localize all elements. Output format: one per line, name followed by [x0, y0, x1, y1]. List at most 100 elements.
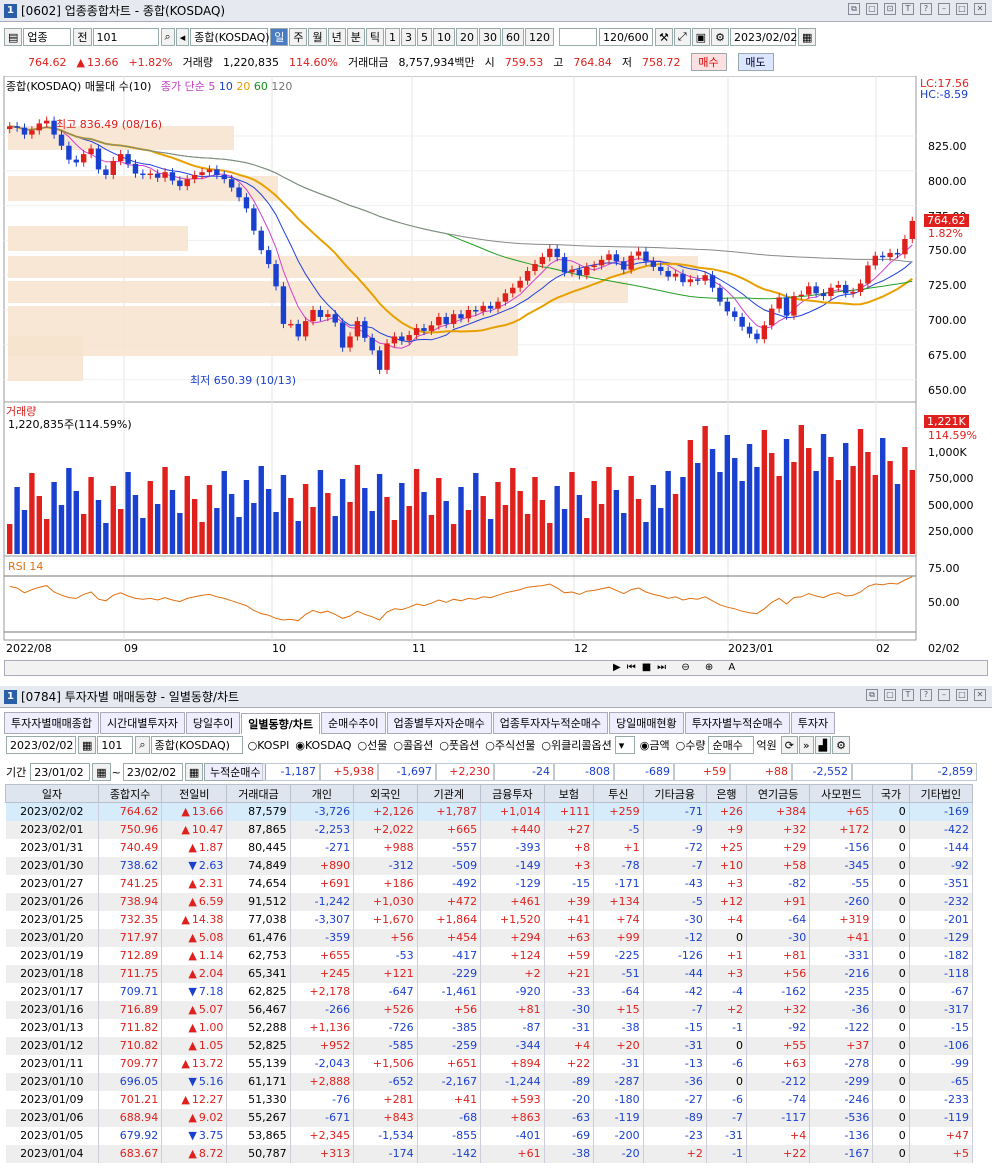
next-icon[interactable]: »	[798, 736, 814, 754]
period-month[interactable]: 월	[308, 28, 327, 46]
calendar-icon[interactable]: ▦	[78, 736, 97, 754]
tab-sector[interactable]: 업종별투자자순매수	[386, 712, 492, 734]
search-icon[interactable]: ⌕	[135, 736, 150, 754]
radio-kosdaq[interactable]: ◉KOSDAQ	[295, 738, 352, 752]
column-header[interactable]: 거래대금	[226, 784, 291, 803]
column-header[interactable]: 은행	[705, 784, 748, 803]
table-row[interactable]: 2023/01/30738.622.6374,849+890-312-509-1…	[5, 856, 974, 875]
close-icon[interactable]: ✕	[974, 689, 986, 701]
period-minute[interactable]: 분	[346, 28, 365, 46]
period-to[interactable]: 23/02/02	[122, 763, 183, 781]
period-year[interactable]: 년	[327, 28, 346, 46]
table-row[interactable]: 2023/01/27741.252.3174,654+691+186-492-1…	[5, 874, 974, 893]
price-chart[interactable]	[0, 75, 992, 656]
table-row[interactable]: 2023/01/18711.752.0465,341+245+121-229+2…	[5, 964, 974, 983]
table-row[interactable]: 2023/01/31740.491.8780,445-271+988-557-3…	[5, 838, 974, 857]
table-row[interactable]: 2023/01/13711.821.0052,288+1,136-726-385…	[5, 1018, 974, 1037]
table-row[interactable]: 2023/01/05679.923.7553,865+2,345-1,534-8…	[5, 1126, 974, 1145]
table-row[interactable]: 2023/01/20717.975.0861,476-359+56+454+29…	[5, 928, 974, 947]
tab-today-status[interactable]: 당일매매현황	[608, 712, 684, 734]
all-button[interactable]: 전	[73, 28, 92, 46]
period-tick[interactable]: 틱	[365, 28, 384, 46]
column-header[interactable]: 전일비	[161, 784, 228, 803]
column-header[interactable]: 기타법인	[908, 784, 974, 803]
gear-icon[interactable]: ⚙	[832, 736, 850, 754]
sound-icon[interactable]: ◂	[175, 28, 190, 46]
date-input[interactable]: 2023/02/02	[729, 28, 797, 46]
column-header[interactable]: 국가	[872, 784, 910, 803]
tab-investor[interactable]: 투자자	[790, 712, 836, 734]
column-header[interactable]: 개인	[289, 784, 355, 803]
interval-30[interactable]: 30	[478, 28, 501, 46]
radio-stock-futures[interactable]: ○주식선물	[485, 739, 536, 752]
table-row[interactable]: 2023/01/19712.891.1462,753+655-53-417+12…	[5, 946, 974, 965]
table-row[interactable]: 2023/02/01750.9610.4787,865-2,253+2,022+…	[5, 820, 974, 839]
column-header[interactable]: 기관계	[416, 784, 482, 803]
lock-icon[interactable]: ⊡	[884, 3, 896, 15]
column-header[interactable]: 일자	[4, 784, 100, 803]
table-row[interactable]: 2023/01/26738.946.5991,512-1,242+1,030+4…	[5, 892, 974, 911]
column-header[interactable]: 외국인	[353, 784, 418, 803]
column-header[interactable]: 종합지수	[98, 784, 163, 803]
minimize-icon[interactable]: –	[938, 689, 950, 701]
calendar-icon[interactable]: ▦	[797, 28, 817, 46]
help-icon[interactable]: ?	[920, 3, 932, 15]
interval-5[interactable]: 5	[416, 28, 432, 46]
column-header[interactable]: 투신	[593, 784, 644, 803]
settings-icon[interactable]: ▢	[866, 3, 878, 15]
chart-icon[interactable]: ▟	[814, 736, 832, 754]
chart-area[interactable]: 종합(KOSDAQ) 매물대 수(10) 종가 단순 5 10 20 60 12…	[0, 75, 992, 656]
interval-10[interactable]: 10	[432, 28, 455, 46]
chart-nav-icons[interactable]: ▶⏮■⏭ ⊖ ⊕ A	[613, 662, 742, 673]
table-row[interactable]: 2023/01/11709.7713.7255,139-2,043+1,506+…	[5, 1054, 974, 1073]
tab-intraday[interactable]: 당일추이	[185, 712, 241, 734]
radio-qty[interactable]: ○수량	[675, 739, 706, 752]
column-header[interactable]: 기타금융	[642, 784, 707, 803]
table-row[interactable]: 2023/01/06688.949.0255,267-671+843-68+86…	[5, 1108, 974, 1127]
radio-call[interactable]: ○콜옵션	[393, 739, 434, 752]
radio-futures[interactable]: ○선물	[357, 739, 388, 752]
maximize-icon[interactable]: □	[956, 3, 968, 15]
period-from[interactable]: 23/01/02	[30, 763, 91, 781]
radio-kospi[interactable]: ○KOSPI	[247, 738, 290, 752]
period-day[interactable]: 일	[270, 28, 289, 46]
interval-60[interactable]: 60	[501, 28, 524, 46]
font-icon[interactable]: T	[902, 3, 914, 15]
tab-net-trend[interactable]: 순매수추이	[321, 712, 386, 734]
column-header[interactable]: 보험	[543, 784, 595, 803]
market-type-select[interactable]: 업종	[23, 28, 72, 46]
net-buy-select[interactable]: 순매수	[708, 736, 755, 754]
radio-weekly-call[interactable]: ○위클리콜옵션	[541, 739, 612, 752]
sell-button[interactable]: 매도	[737, 53, 774, 71]
tab-time[interactable]: 시간대별투자자	[99, 712, 185, 734]
interval-1[interactable]: 1	[384, 28, 400, 46]
close-icon[interactable]: ✕	[974, 3, 986, 15]
buy-button[interactable]: 매수	[690, 53, 727, 71]
count-input[interactable]: 120/600	[598, 28, 653, 46]
custom-interval-select[interactable]	[558, 28, 597, 46]
date-field[interactable]: 2023/02/02	[6, 736, 76, 754]
interval-20[interactable]: 20	[455, 28, 478, 46]
minimize-icon[interactable]: –	[938, 3, 950, 15]
menu-icon[interactable]: ▤	[4, 28, 23, 46]
draw-icon[interactable]: ⤢	[673, 28, 691, 46]
tab-sector-cum[interactable]: 업종투자자누적순매수	[492, 712, 608, 734]
table-row[interactable]: 2023/01/16716.895.0756,467-266+526+56+81…	[5, 1000, 974, 1019]
column-header[interactable]: 금융투자	[480, 784, 545, 803]
interval-120[interactable]: 120	[524, 28, 554, 46]
calendar-from-icon[interactable]: ▦	[92, 763, 111, 781]
tab-daily[interactable]: 일별동향/차트	[241, 712, 321, 734]
table-row[interactable]: 2023/01/25732.3514.3877,038-3,307+1,670+…	[5, 910, 974, 929]
tab-cum-net[interactable]: 투자자별누적순매수	[684, 712, 790, 734]
gear-icon[interactable]: ⚙	[711, 28, 729, 46]
link-icon[interactable]: ⧉	[848, 3, 860, 15]
table-row[interactable]: 2023/01/17709.717.1862,825+2,178-647-1,4…	[5, 982, 974, 1001]
table-row[interactable]: 2023/01/10696.055.1661,171+2,888-652-2,1…	[5, 1072, 974, 1091]
code-input[interactable]: 101	[92, 28, 159, 46]
tab-summary[interactable]: 투자자별매매종합	[4, 712, 99, 734]
table-row[interactable]: 2023/02/02764.6213.6687,579-3,726+2,126+…	[5, 802, 974, 821]
period-week[interactable]: 주	[289, 28, 308, 46]
link-icon[interactable]: ⧉	[866, 689, 878, 701]
column-header[interactable]: 연기금등	[746, 784, 811, 803]
table-row[interactable]: 2023/01/04683.678.7250,787+313-174-142+6…	[5, 1144, 974, 1163]
